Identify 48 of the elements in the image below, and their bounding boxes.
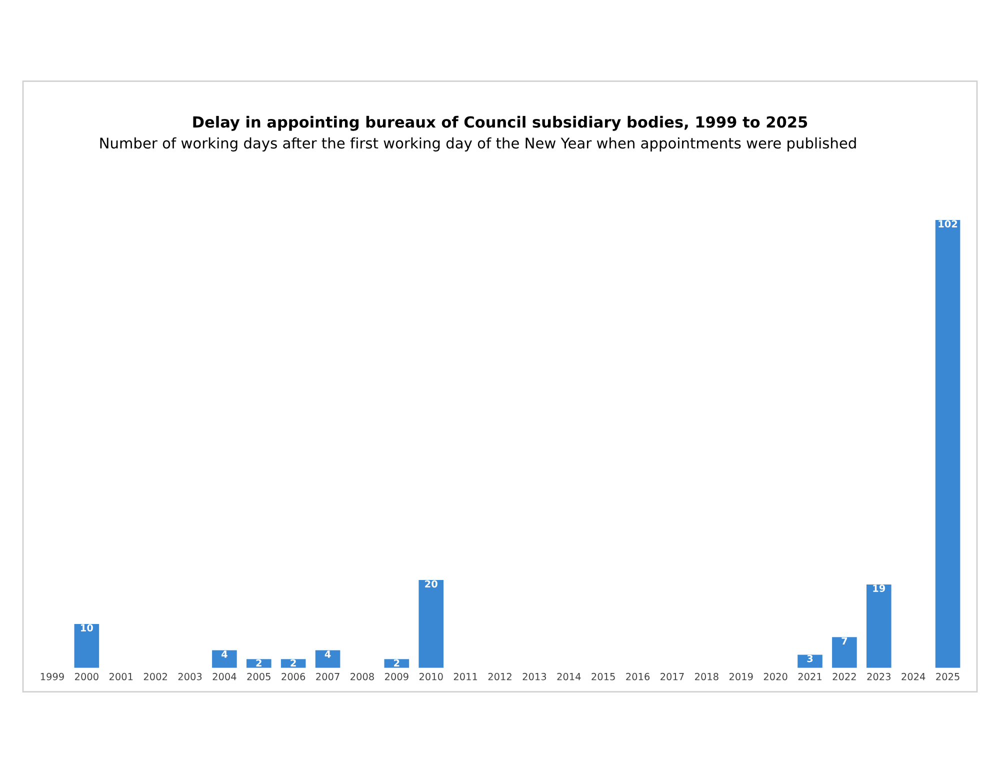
x-tick-label: 2008 xyxy=(350,672,374,680)
data-label: 19 xyxy=(873,584,886,592)
x-tick-label: 2010 xyxy=(419,672,443,680)
data-label: 4 xyxy=(324,650,331,658)
bar xyxy=(74,624,100,668)
data-label: 3 xyxy=(807,654,813,662)
x-tick-label: 2015 xyxy=(592,672,615,680)
x-tick-label: 2009 xyxy=(385,672,408,680)
data-label: 7 xyxy=(842,637,848,645)
data-label: 102 xyxy=(938,220,958,228)
x-tick-label: 2013 xyxy=(522,672,546,680)
bar xyxy=(212,650,237,668)
x-tick-label: 2003 xyxy=(178,672,202,680)
x-tick-label: 2023 xyxy=(867,672,890,680)
x-tick-label: 2025 xyxy=(936,672,960,680)
x-tick-label: 2016 xyxy=(626,672,650,680)
x-tick-label: 2012 xyxy=(488,672,512,680)
x-tick-label: 2017 xyxy=(660,672,684,680)
data-label: 2 xyxy=(256,659,262,666)
data-label: 20 xyxy=(425,580,438,588)
data-label: 2 xyxy=(394,659,400,666)
bar xyxy=(935,220,960,668)
bar xyxy=(418,580,444,668)
data-label: 10 xyxy=(81,624,93,632)
x-tick-label: 1999 xyxy=(40,672,64,680)
x-tick-label: 2011 xyxy=(454,672,478,680)
bar xyxy=(315,650,340,668)
bar xyxy=(832,637,857,668)
bar xyxy=(798,654,822,668)
bar xyxy=(866,584,892,668)
x-tick-label: 2006 xyxy=(282,672,306,680)
x-tick-label: 2020 xyxy=(764,672,788,680)
x-tick-label: 2002 xyxy=(144,672,167,680)
x-tick-label: 2001 xyxy=(109,672,133,680)
x-tick-label: 2005 xyxy=(247,672,270,680)
x-tick-label: 2021 xyxy=(798,672,822,680)
chart-subtitle: Number of working days after the first working day of the New Year when appointments were published xyxy=(100,137,856,152)
x-tick-label: 2022 xyxy=(832,672,856,680)
x-tick-label: 2019 xyxy=(729,672,753,680)
data-label: 4 xyxy=(222,650,228,658)
x-tick-label: 2018 xyxy=(695,672,718,680)
x-tick-label: 2004 xyxy=(212,672,236,680)
x-tick-label: 2000 xyxy=(75,672,98,680)
data-label: 2 xyxy=(290,659,296,666)
x-tick-label: 2014 xyxy=(557,672,581,680)
chart-title: Delay in appointing bureaux of Council subsidiary bodies, 1999 to 2025 xyxy=(193,116,808,131)
x-tick-label: 2024 xyxy=(902,672,926,680)
x-tick-label: 2007 xyxy=(316,672,340,680)
